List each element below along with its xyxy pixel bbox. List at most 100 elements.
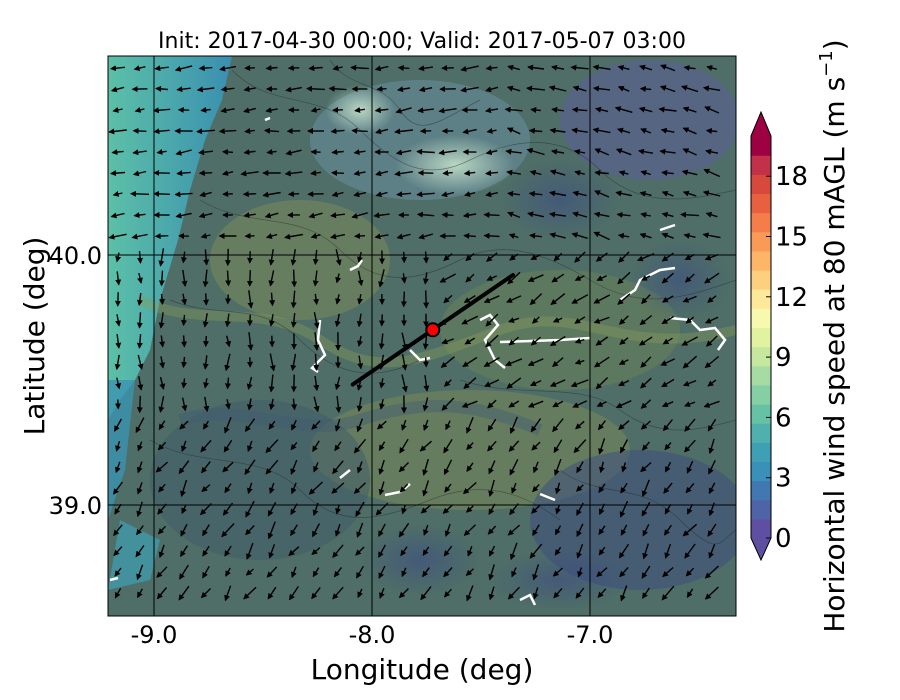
wind-vector	[529, 543, 543, 559]
wind-vector	[461, 315, 479, 325]
wind-vector	[135, 417, 145, 434]
wind-vector	[130, 190, 150, 197]
wind-vector	[485, 86, 499, 93]
wind-vector	[684, 401, 696, 407]
wind-vector	[708, 438, 715, 455]
wind-vector	[617, 127, 631, 134]
wind-vector	[312, 440, 320, 453]
wind-vector	[705, 127, 718, 134]
wind-vector	[244, 459, 256, 476]
wind-vector	[419, 440, 432, 452]
wind-vector	[115, 377, 122, 390]
wind-vector	[532, 461, 539, 474]
wind-vector	[310, 106, 321, 113]
wind-vector	[639, 64, 653, 71]
wind-vector	[269, 292, 276, 307]
wind-vector	[158, 544, 165, 559]
wind-vector	[154, 233, 169, 240]
wind-vector	[181, 293, 188, 306]
wind-vector	[529, 379, 542, 387]
colorbar-label: Horizontal wind speed at 80 mAGL (m s−1)	[816, 39, 851, 632]
wind-vector	[353, 482, 366, 494]
wind-vector	[661, 315, 675, 325]
wind-vector	[114, 503, 122, 515]
wind-vector	[158, 312, 165, 329]
wind-vector	[487, 418, 497, 432]
wind-vector	[351, 127, 368, 134]
colorbar-tick-label: 0	[775, 524, 792, 554]
wind-vector	[664, 442, 672, 451]
colorbar-tick-label: 6	[775, 403, 792, 433]
plot-frame	[107, 55, 737, 617]
wind-vector	[357, 355, 364, 370]
wind-vector	[592, 127, 611, 134]
wind-vector	[268, 249, 275, 266]
wind-vector	[202, 269, 209, 288]
wind-vector	[702, 232, 721, 239]
wind-vector	[707, 418, 717, 432]
wind-vector	[549, 190, 567, 197]
wind-vector	[617, 232, 630, 239]
wind-vector	[463, 377, 477, 389]
wind-vector	[660, 127, 675, 134]
wind-vector	[485, 65, 498, 72]
wind-vector	[617, 85, 630, 92]
wind-vector	[485, 313, 499, 327]
wind-vector	[332, 65, 343, 71]
wind-vector	[332, 460, 344, 475]
wind-vector	[243, 586, 257, 600]
wind-vector	[200, 232, 211, 239]
wind-vector	[355, 546, 365, 556]
wind-vector	[202, 335, 209, 348]
wind-vector	[487, 440, 497, 452]
wind-vector	[312, 249, 319, 266]
wind-vector	[704, 586, 719, 600]
colorbar-tick-label: 3	[775, 464, 792, 494]
wind-vector	[554, 482, 561, 495]
wind-vector	[464, 191, 476, 197]
wind-vector	[593, 85, 611, 92]
wind-vector	[438, 107, 457, 114]
wind-vector	[224, 377, 231, 390]
wind-vector	[615, 190, 632, 197]
wind-vector	[577, 567, 583, 578]
wind-vector	[594, 190, 610, 198]
colorbar-band	[751, 365, 771, 386]
wind-vector	[224, 585, 232, 602]
wind-vector	[136, 292, 143, 306]
wind-vector	[132, 149, 147, 156]
wind-vector	[705, 148, 719, 155]
wind-vector	[598, 525, 606, 536]
wind-vector	[527, 400, 544, 408]
wind-vector	[202, 545, 210, 557]
wind-vector	[571, 127, 588, 134]
wind-vector	[422, 272, 429, 285]
wind-vector	[466, 585, 474, 602]
wind-vector	[115, 334, 122, 349]
wind-vector	[620, 482, 628, 494]
wind-vector	[532, 564, 540, 581]
wind-vector	[488, 564, 495, 581]
wind-vector	[334, 441, 342, 452]
wind-vector	[618, 359, 629, 365]
wind-vector	[705, 335, 718, 347]
wind-vector	[245, 525, 255, 536]
colorbar-tick-label: 18	[775, 162, 808, 192]
wind-vector	[506, 295, 522, 303]
wind-vector	[378, 523, 386, 537]
wind-vector	[353, 438, 367, 454]
wind-vector	[508, 233, 519, 239]
wind-vector	[203, 378, 210, 389]
wind-vector	[401, 251, 408, 264]
wind-vector	[334, 419, 341, 432]
wind-vector	[157, 441, 167, 451]
wind-vector	[290, 249, 297, 266]
wind-vector	[466, 462, 474, 473]
wind-vector	[247, 332, 254, 351]
wind-vector	[313, 293, 319, 306]
wind-vector	[641, 501, 651, 517]
wind-vector	[511, 482, 517, 494]
wind-vector	[115, 314, 122, 327]
wind-vector	[422, 480, 430, 497]
wind-vector	[615, 400, 632, 408]
